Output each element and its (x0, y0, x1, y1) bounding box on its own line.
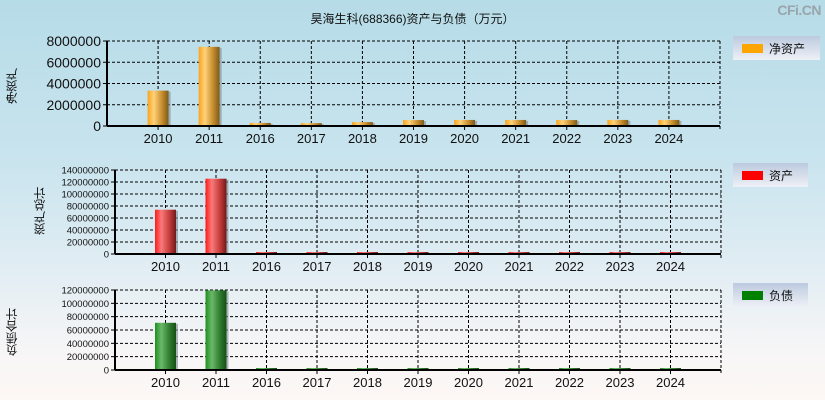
svg-text:2024: 2024 (656, 259, 685, 274)
svg-text:2021: 2021 (501, 131, 530, 146)
svg-text:2010: 2010 (151, 375, 180, 390)
svg-text:2019: 2019 (404, 259, 433, 274)
liabilities-legend-swatch (742, 290, 763, 300)
svg-text:2011: 2011 (202, 259, 230, 274)
svg-text:2024: 2024 (654, 131, 683, 146)
svg-text:120000000: 120000000 (61, 177, 109, 188)
svg-text:40000000: 40000000 (67, 339, 109, 350)
svg-text:100000000: 100000000 (61, 299, 109, 310)
bar-2011 (205, 178, 227, 254)
svg-text:40000000: 40000000 (67, 225, 109, 236)
svg-text:80000000: 80000000 (67, 201, 109, 212)
assets-legend-label: 资产 (769, 168, 794, 183)
watermark-logo: CFi.CN (777, 2, 821, 18)
bar-2021 (505, 119, 527, 126)
assets-legend-swatch (742, 170, 763, 180)
svg-text:8000000: 8000000 (46, 33, 101, 49)
svg-text:2023: 2023 (603, 131, 632, 146)
bar-2018 (351, 122, 373, 126)
bar-2023 (607, 119, 629, 126)
net-assets-legend: 净资产 (733, 36, 820, 60)
bar-2011 (198, 46, 220, 126)
bar-2016 (249, 122, 271, 126)
svg-text:2020: 2020 (454, 259, 483, 274)
net-assets-legend-swatch (742, 43, 763, 53)
svg-text:2019: 2019 (399, 131, 428, 146)
svg-text:2022: 2022 (555, 375, 584, 390)
svg-text:4000000: 4000000 (46, 76, 101, 92)
svg-text:0: 0 (93, 118, 101, 134)
svg-text:2020: 2020 (454, 375, 483, 390)
bar-2011 (205, 290, 227, 370)
svg-text:140000000: 140000000 (61, 165, 109, 176)
svg-text:2018: 2018 (353, 375, 382, 390)
net-assets-legend-label: 净资产 (769, 41, 806, 56)
svg-text:0: 0 (104, 249, 109, 260)
bar-2022 (556, 120, 578, 126)
svg-text:2022: 2022 (552, 131, 581, 146)
svg-text:2010: 2010 (144, 131, 173, 146)
svg-text:2018: 2018 (348, 131, 377, 146)
bar-2020 (454, 119, 476, 126)
svg-text:60000000: 60000000 (67, 213, 109, 224)
liabilities-legend-label: 负债 (769, 288, 794, 303)
svg-text:2023: 2023 (606, 375, 635, 390)
svg-text:120000000: 120000000 (61, 285, 109, 296)
svg-text:20000000: 20000000 (67, 352, 109, 363)
chart-title: 昊海生科(688366)资产与负债（万元） (310, 12, 515, 26)
bar-2017 (300, 123, 322, 126)
svg-text:2011: 2011 (202, 375, 230, 390)
liabilities-legend: 负债 (733, 283, 808, 307)
svg-text:6000000: 6000000 (46, 54, 101, 70)
bar-2010 (155, 209, 176, 254)
svg-text:2017: 2017 (303, 375, 332, 390)
bar-2010 (147, 90, 169, 126)
svg-text:2022: 2022 (555, 259, 584, 274)
svg-text:0: 0 (104, 365, 109, 376)
bar-2010 (155, 322, 176, 370)
svg-text:2024: 2024 (656, 375, 685, 390)
svg-text:2000000: 2000000 (46, 97, 101, 113)
svg-text:100000000: 100000000 (61, 189, 109, 200)
svg-text:2021: 2021 (505, 259, 534, 274)
svg-text:2019: 2019 (404, 375, 433, 390)
bar-2024 (658, 119, 680, 126)
svg-text:2021: 2021 (505, 375, 534, 390)
svg-text:2017: 2017 (297, 131, 326, 146)
svg-text:2016: 2016 (252, 259, 281, 274)
svg-text:2010: 2010 (151, 259, 180, 274)
assets-legend: 资产 (733, 163, 808, 187)
svg-text:2016: 2016 (246, 131, 275, 146)
svg-text:60000000: 60000000 (67, 325, 109, 336)
svg-text:2018: 2018 (353, 259, 382, 274)
svg-text:2017: 2017 (303, 259, 332, 274)
svg-text:2011: 2011 (195, 131, 223, 146)
svg-text:80000000: 80000000 (67, 312, 109, 323)
svg-text:2020: 2020 (450, 131, 479, 146)
bar-2019 (403, 120, 424, 126)
svg-text:2016: 2016 (252, 375, 281, 390)
svg-text:20000000: 20000000 (67, 237, 109, 248)
svg-text:2023: 2023 (606, 259, 635, 274)
